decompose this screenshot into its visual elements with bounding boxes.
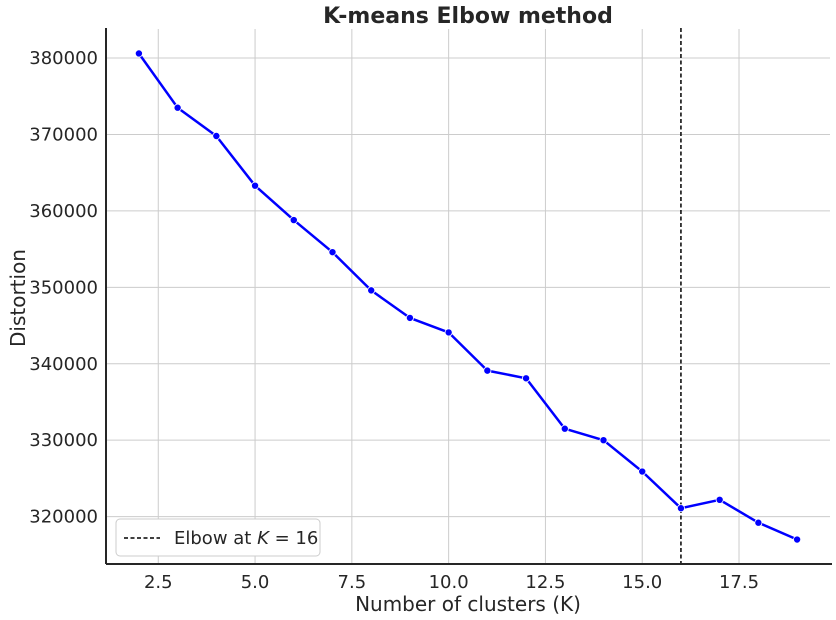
- data-point: [522, 374, 531, 383]
- legend-label: Elbow at K = 16: [174, 528, 318, 549]
- data-point: [715, 495, 724, 504]
- legend-box: [115, 518, 321, 557]
- chart-title: K-means Elbow method: [323, 4, 613, 29]
- data-point: [212, 131, 221, 140]
- series-line: [137, 52, 798, 541]
- x-tick-label: 10.0: [429, 572, 469, 593]
- y-tick-label: 330000: [29, 430, 98, 451]
- y-tick-label: 370000: [29, 124, 98, 145]
- x-tick-label: 17.5: [719, 572, 759, 593]
- data-point: [599, 436, 608, 445]
- y-axis-label: Distortion: [6, 249, 30, 347]
- data-point: [289, 216, 298, 225]
- data-point: [405, 313, 414, 322]
- data-point: [134, 49, 143, 58]
- y-tick-label: 320000: [29, 507, 98, 528]
- legend-prefix: Elbow at: [174, 528, 257, 549]
- axes: [105, 28, 832, 565]
- data-point: [754, 518, 763, 527]
- legend: Elbow at K = 16: [115, 518, 321, 557]
- y-tick-label: 350000: [29, 277, 98, 298]
- data-point: [367, 286, 376, 295]
- data-point: [444, 328, 453, 337]
- grid-lines: [106, 29, 830, 564]
- data-point: [638, 467, 647, 476]
- x-tick-label: 12.5: [525, 572, 565, 593]
- y-tick-label: 380000: [29, 48, 98, 69]
- x-tick-label: 7.5: [338, 572, 367, 593]
- data-point: [483, 366, 492, 375]
- data-point: [560, 424, 569, 433]
- data-point: [251, 181, 260, 190]
- y-tick-label: 360000: [29, 201, 98, 222]
- data-point: [328, 248, 337, 257]
- legend-var: K: [257, 528, 270, 549]
- data-point: [676, 504, 685, 513]
- x-tick-label: 15.0: [622, 572, 662, 593]
- y-tick-label: 340000: [29, 354, 98, 375]
- data-point: [173, 103, 182, 112]
- tick-labels: 2.5 5.0 7.5 10.0 12.5 15.0 17.5 320000 330000 340…: [29, 48, 759, 593]
- series-layer: [134, 49, 802, 544]
- x-axis-label: Number of clusters (K): [355, 592, 581, 616]
- x-tick-label: 5.0: [241, 572, 270, 593]
- legend-suffix: = 16: [269, 528, 318, 549]
- data-point: [793, 535, 802, 544]
- x-tick-label: 2.5: [144, 572, 173, 593]
